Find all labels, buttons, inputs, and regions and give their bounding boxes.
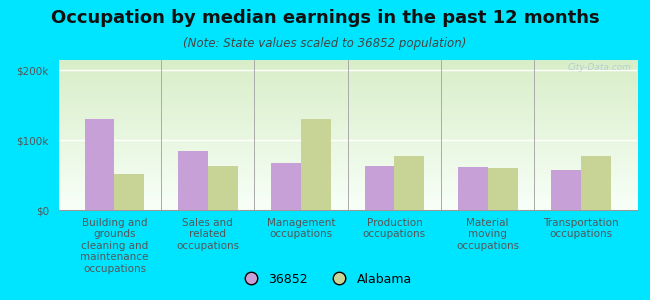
Bar — [551, 169, 581, 210]
Bar — [178, 151, 208, 210]
Bar — [488, 168, 517, 210]
Text: Occupation by median earnings in the past 12 months: Occupation by median earnings in the pas… — [51, 9, 599, 27]
Bar — [581, 156, 611, 210]
Text: City-Data.com: City-Data.com — [567, 63, 631, 72]
Text: (Note: State values scaled to 36852 population): (Note: State values scaled to 36852 popu… — [183, 38, 467, 50]
Bar — [271, 163, 301, 210]
Bar — [458, 167, 488, 210]
Bar — [84, 119, 114, 210]
Bar — [301, 119, 331, 210]
Legend: 36852, Alabama: 36852, Alabama — [233, 268, 417, 291]
Bar — [114, 174, 144, 210]
Bar — [395, 156, 424, 210]
Bar — [365, 166, 395, 210]
Bar — [208, 166, 238, 210]
